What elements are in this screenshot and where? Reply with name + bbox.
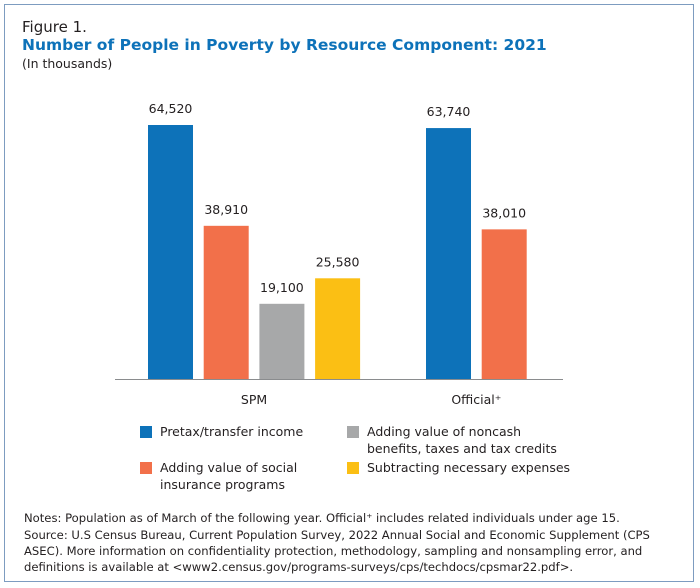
chart-title: Number of People in Poverty by Resource … [22, 36, 547, 54]
bar [259, 303, 305, 379]
legend-label-expenses: Subtracting necessary expenses [367, 460, 571, 475]
legend-swatch-social-insurance [140, 462, 152, 474]
data-label: 63,740 [427, 104, 471, 119]
figure-label: Figure 1. [22, 18, 87, 36]
legend-label-social-insurance: Adding value of social insurance program… [160, 460, 298, 492]
legend-label-noncash: Adding value of noncash benefits, taxes … [367, 424, 557, 456]
category-label: Official⁺ [451, 392, 501, 407]
legend-swatch-noncash [347, 426, 359, 438]
chart-subtitle: (In thousands) [22, 56, 113, 71]
source: Source: U.S Census Bureau, Current Popul… [24, 528, 650, 574]
legend-label-pretax: Pretax/transfer income [160, 424, 304, 439]
data-label: 25,580 [316, 254, 360, 269]
data-label: 19,100 [260, 280, 304, 295]
data-label: 38,010 [482, 205, 526, 220]
bar [315, 278, 361, 379]
bar [426, 128, 471, 379]
legend-swatch-expenses [347, 462, 359, 474]
figure-border [4, 4, 694, 582]
data-label: 64,520 [149, 101, 193, 116]
category-label: SPM [241, 392, 267, 407]
legend-swatch-pretax [140, 426, 152, 438]
bar [203, 225, 249, 379]
bar [481, 229, 527, 379]
bar [148, 125, 193, 379]
data-label: 38,910 [204, 202, 248, 217]
notes: Notes: Population as of March of the fol… [24, 511, 620, 525]
